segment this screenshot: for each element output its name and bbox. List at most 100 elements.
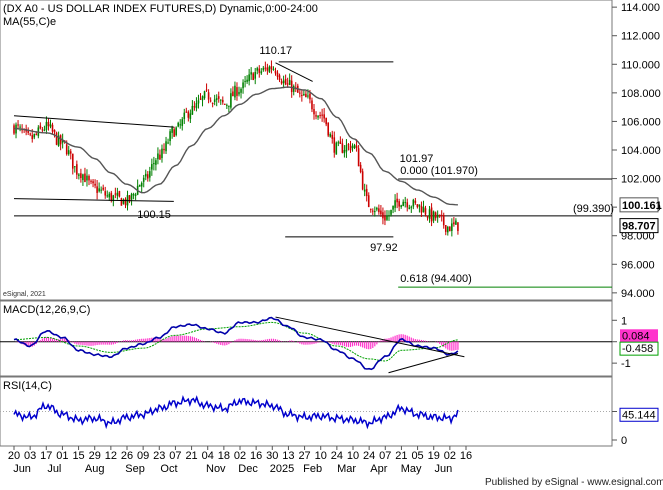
price-tick-label: 96.000	[621, 259, 655, 271]
candle-body	[51, 124, 54, 132]
macd-trendline	[388, 353, 459, 374]
candle-body	[444, 225, 447, 232]
candle-body	[288, 79, 291, 85]
macd-value: -0.458	[622, 343, 653, 355]
candle-body	[307, 95, 309, 97]
candle-body	[256, 68, 259, 71]
x-month-label: Jun	[435, 463, 453, 475]
candle-body	[361, 171, 364, 190]
candle-body	[367, 195, 370, 208]
candle-body	[27, 129, 29, 133]
candle-body	[203, 91, 206, 99]
candle-body	[86, 175, 88, 181]
candle-body	[351, 146, 354, 149]
candle-body	[78, 174, 80, 176]
candle-body	[195, 103, 198, 109]
x-day-label: 27	[298, 450, 310, 462]
candle-body	[92, 181, 94, 184]
candle-body	[313, 109, 315, 115]
x-axis: 20 03 17 01 15 29 12 26 09 23 07 21 04 18 02 16 30 13 27 10…	[8, 446, 472, 475]
candle-body	[155, 160, 157, 165]
candle-body	[124, 198, 127, 206]
candle-body	[39, 125, 42, 129]
candle-body	[120, 198, 123, 206]
macd-trendline	[275, 316, 465, 358]
x-day-label: 10	[315, 450, 327, 462]
candle-body	[197, 100, 200, 104]
candle-body	[280, 81, 283, 84]
price-last-value-box	[619, 218, 659, 234]
candle-body	[59, 135, 62, 145]
candle-body	[161, 148, 163, 159]
candle-body	[378, 208, 380, 213]
price-level-label: 0.000 (101.970)	[400, 165, 478, 177]
candle-body	[224, 103, 226, 105]
x-day-label: 02	[444, 450, 456, 462]
candle-body	[238, 91, 240, 95]
candle-body	[315, 115, 317, 117]
x-day-label: 04	[202, 450, 214, 462]
x-month-label: May	[401, 463, 422, 475]
candle-body	[159, 154, 161, 160]
trendline	[13, 198, 174, 202]
candle-body	[189, 113, 192, 119]
candle-body	[453, 222, 455, 225]
candle-body	[153, 163, 155, 165]
x-month-label: Mar	[337, 463, 356, 475]
candle-body	[33, 133, 36, 138]
candle-body	[341, 143, 344, 153]
ma-last-value-box	[619, 197, 659, 213]
candle-body	[187, 111, 190, 118]
candle-body	[398, 201, 400, 207]
swing-label: 97.92	[370, 242, 398, 254]
candle-body	[329, 134, 332, 137]
candle-body	[244, 80, 246, 82]
candle-body	[369, 208, 372, 210]
candle-body	[246, 79, 248, 82]
candle-body	[339, 141, 342, 144]
candle-body	[53, 129, 56, 133]
candle-body	[167, 142, 169, 144]
candle-body	[240, 88, 242, 93]
candle-body	[31, 135, 34, 140]
macd-value-box	[619, 341, 659, 356]
candle-body	[132, 194, 135, 196]
candle-body	[252, 73, 254, 80]
candle-body	[100, 189, 102, 191]
candle-body	[84, 173, 86, 182]
candle-body	[181, 119, 184, 126]
candle-body	[331, 134, 334, 139]
candle-body	[376, 207, 378, 210]
candle-body	[76, 164, 78, 175]
candle-body	[116, 192, 119, 196]
macd-line	[13, 316, 459, 371]
x-day-label: 02	[234, 450, 246, 462]
ma-line	[14, 86, 458, 206]
candle-body	[394, 200, 396, 208]
candle-body	[416, 204, 419, 208]
candle-body	[286, 83, 289, 85]
x-day-label: 13	[282, 450, 294, 462]
candle-body	[390, 209, 392, 215]
candle-body	[270, 66, 273, 70]
x-day-label: 19	[428, 450, 440, 462]
candle-body	[185, 111, 188, 113]
candle-body	[19, 126, 21, 128]
x-day-label: 10	[347, 450, 359, 462]
candle-body	[122, 199, 125, 204]
price-tick-label: 108.000	[621, 88, 661, 100]
x-day-label: 15	[72, 450, 84, 462]
candle-body	[199, 98, 202, 100]
rsi-layer	[0, 394, 612, 430]
macd-signal-line	[13, 321, 458, 362]
candle-body	[67, 150, 70, 155]
candle-body	[173, 129, 175, 137]
candle-body	[207, 92, 210, 100]
macd-signal-value: 0.084	[622, 330, 650, 342]
candle-body	[301, 94, 303, 96]
ma-last-value: 100.161	[622, 200, 662, 212]
candle-body	[392, 205, 394, 210]
x-month-label: Aug	[85, 463, 105, 475]
x-day-label: 16	[250, 450, 262, 462]
candle-body	[266, 67, 269, 71]
